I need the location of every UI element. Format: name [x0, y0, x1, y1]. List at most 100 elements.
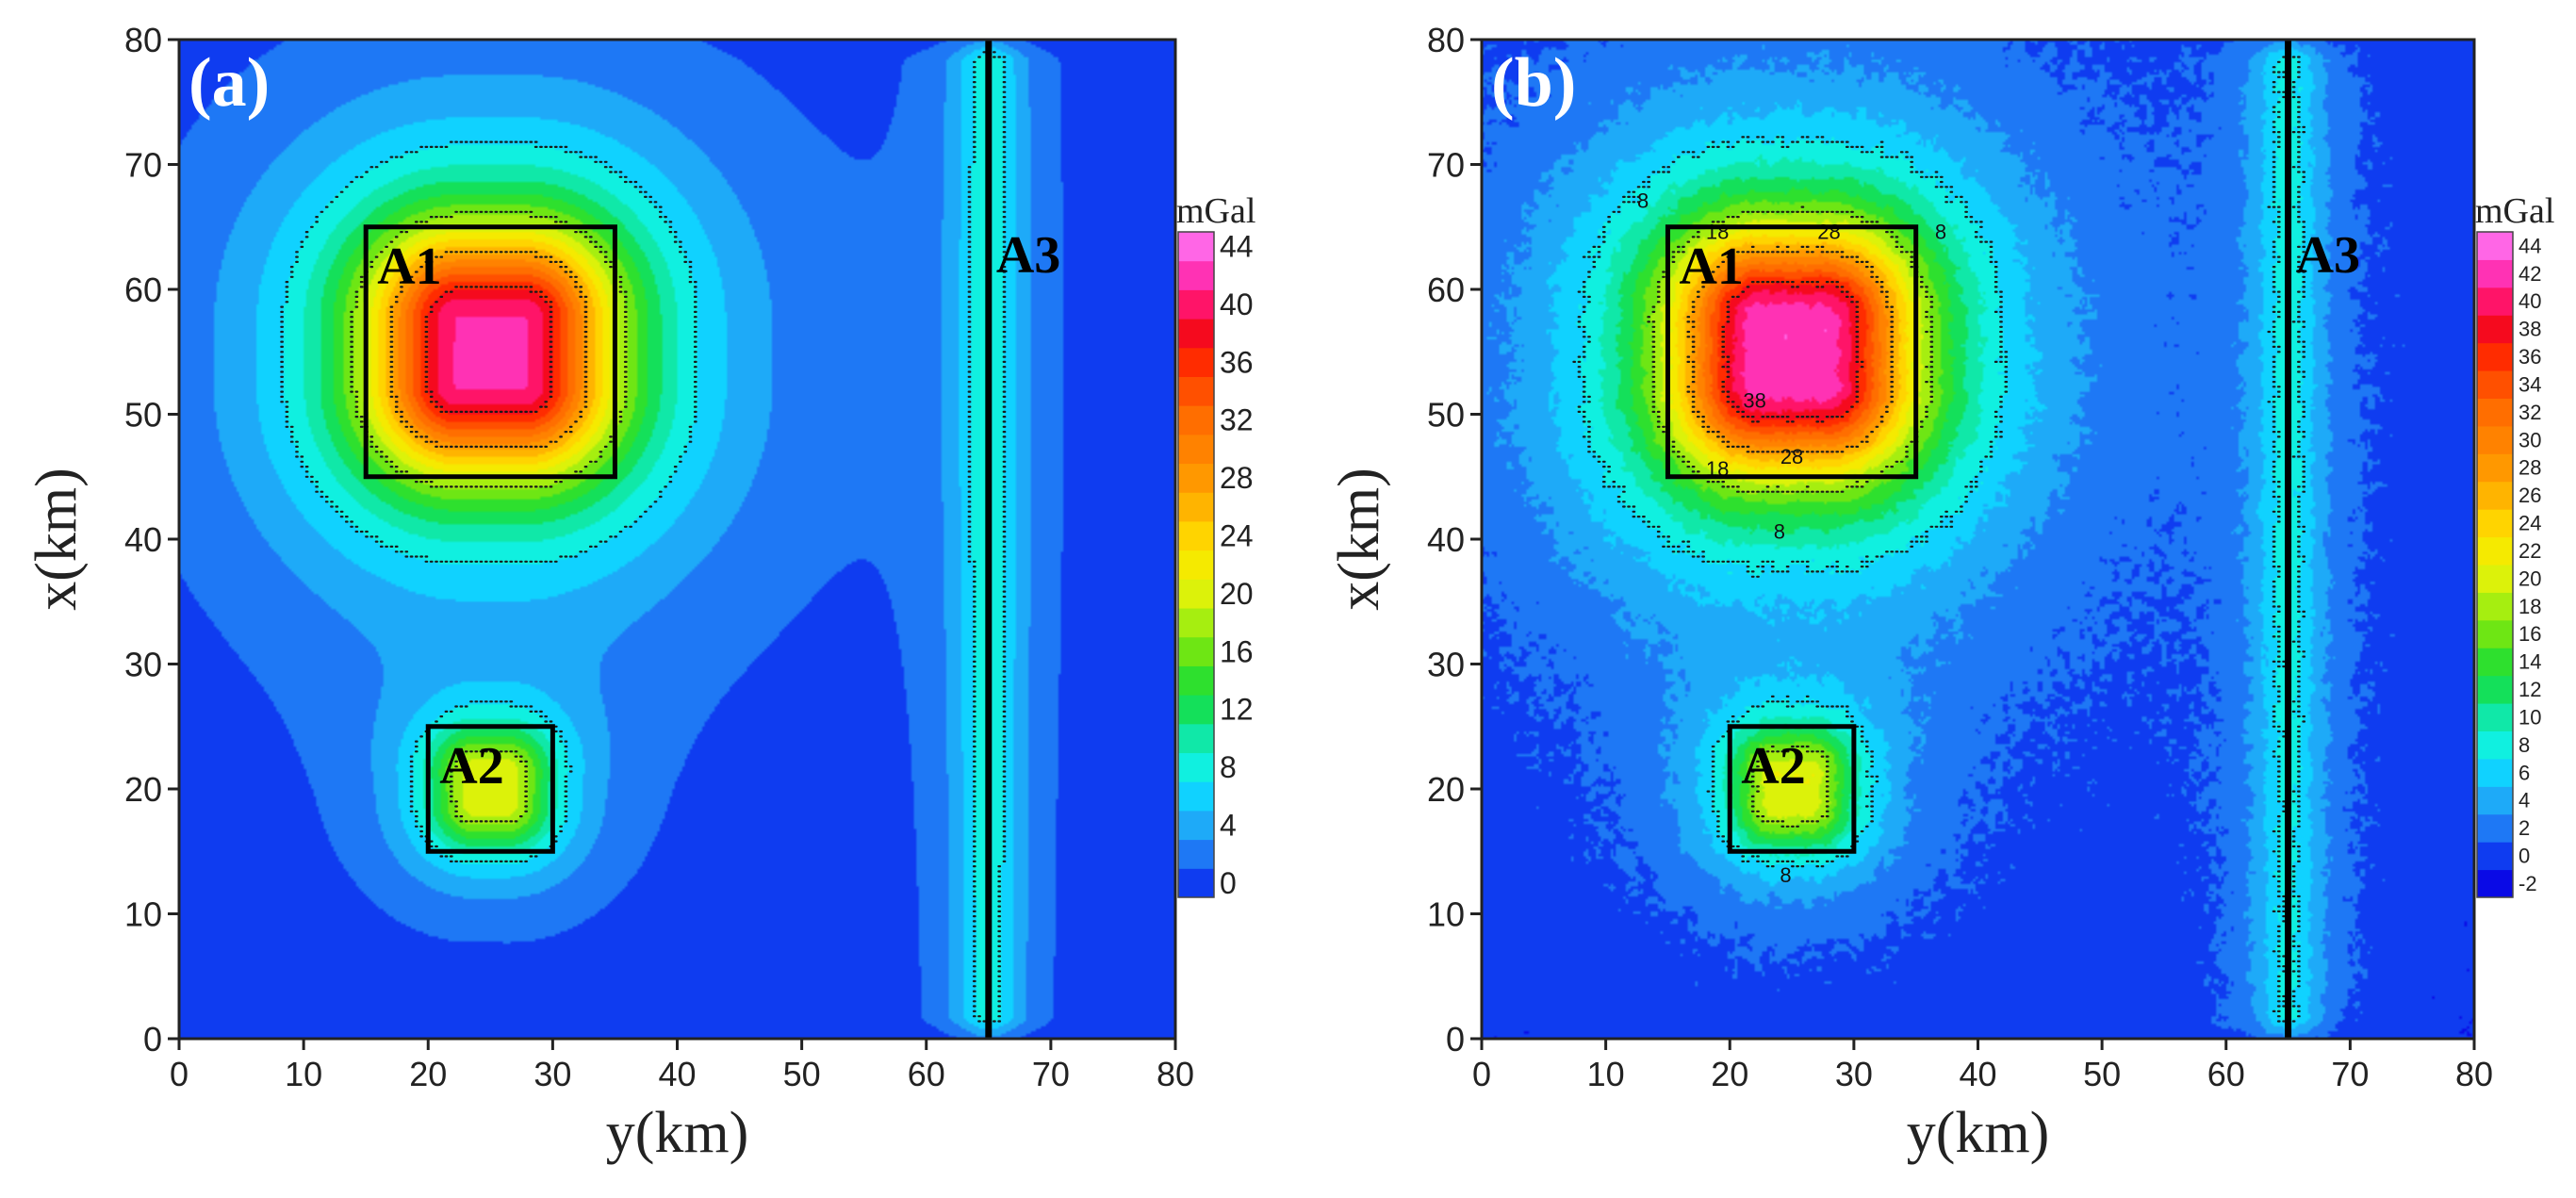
colorbar-label: 34 [2519, 372, 2541, 396]
colorbar-band [1178, 723, 1214, 754]
contour-label: 8 [1637, 189, 1649, 212]
y-tick-label: 70 [124, 146, 162, 185]
x-tick-label: 10 [1587, 1055, 1625, 1093]
colorbar-band [1178, 695, 1214, 725]
colorbar-label: 42 [2519, 262, 2541, 286]
colorbar-label: 36 [2519, 345, 2541, 369]
x-tick-label: 70 [1032, 1055, 1070, 1093]
x-tick-label: 80 [2455, 1055, 2493, 1093]
x-axis-title: y(km) [1907, 1101, 2050, 1165]
colorbar-frame [1177, 231, 1215, 898]
colorbar-band [2477, 730, 2513, 760]
source-label-a3: A3 [996, 226, 1060, 285]
colorbar-label: 38 [2519, 318, 2541, 341]
y-axis-title: x(km) [25, 468, 89, 611]
y-tick-label: 0 [1446, 1020, 1465, 1059]
colorbar-label: 4 [2519, 789, 2530, 812]
x-tick-label: 10 [285, 1055, 322, 1093]
colorbar-label: 28 [1220, 461, 1254, 495]
x-tick-label: 30 [1835, 1055, 1873, 1093]
colorbar-band [2477, 565, 2513, 593]
colorbar-label: 24 [1220, 519, 1254, 553]
colorbar-label: 26 [2519, 484, 2541, 507]
colorbar-label: 32 [1220, 403, 1254, 437]
colorbar-band [1178, 550, 1214, 580]
colorbar-label: 28 [2519, 456, 2541, 480]
colorbar-label: 40 [2519, 289, 2541, 313]
source-outline-a2 [1727, 724, 1857, 854]
x-tick-label: 50 [783, 1055, 821, 1093]
y-tick-label: 70 [1427, 146, 1465, 185]
y-tick-label: 80 [1427, 21, 1465, 59]
source-label-a2: A2 [1741, 737, 1805, 796]
x-tick-label: 20 [409, 1055, 447, 1093]
colorbar-band [1178, 289, 1214, 320]
y-axis-title: x(km) [1327, 468, 1391, 611]
colorbar-band [1178, 608, 1214, 638]
colorbar-band [2477, 509, 2513, 538]
colorbar-band [1178, 839, 1214, 869]
colorbar-band [1178, 810, 1214, 841]
contour-lines [280, 51, 1007, 1023]
colorbar-band [1178, 405, 1214, 435]
colorbar-band [2477, 869, 2513, 898]
x-axis-title: y(km) [606, 1101, 749, 1165]
colorbar-band [2477, 648, 2513, 677]
colorbar-band [2477, 786, 2513, 815]
colorbar-band [1178, 434, 1214, 465]
y-tick-label: 40 [1427, 520, 1465, 559]
contour-label: 8 [1935, 220, 1946, 243]
gravity-anomaly-field [1482, 40, 2474, 1039]
x-tick-label: 70 [2331, 1055, 2369, 1093]
gravity-anomaly-field [179, 40, 1175, 1039]
contour-label: 8 [1780, 863, 1791, 887]
y-tick-label: 10 [124, 895, 162, 934]
colorbar-label: 4 [1220, 808, 1237, 842]
colorbar-label: 24 [2519, 512, 2541, 535]
contour-label: 8 [1774, 519, 1785, 543]
source-label-a1: A1 [1679, 238, 1743, 296]
y-tick-label: 50 [124, 396, 162, 435]
colorbar-label: 12 [2519, 678, 2541, 701]
colorbar-band [1178, 260, 1214, 290]
colorbar-label: 0 [1220, 866, 1237, 900]
colorbar-label: 8 [2519, 733, 2530, 757]
colorbar-band [2477, 592, 2513, 621]
colorbar-label: 6 [2519, 761, 2530, 784]
x-tick-label: 20 [1711, 1055, 1748, 1093]
contour-lines [1572, 56, 2306, 1023]
colorbar-unit: mGal [1176, 191, 1255, 231]
y-tick-label: 40 [124, 520, 162, 559]
colorbar-band [2477, 287, 2513, 316]
panel-label: (a) [189, 44, 270, 122]
colorbar-label: 20 [1220, 577, 1254, 611]
colorbar-label: 44 [2519, 234, 2541, 257]
colorbar-band [2477, 342, 2513, 371]
colorbar-band [2477, 370, 2513, 399]
colorbar-band [1178, 520, 1214, 551]
colorbar-label: 12 [1220, 693, 1254, 727]
contour-label: 38 [1743, 388, 1765, 412]
colorbar-band [2477, 619, 2513, 648]
colorbar-band [2477, 398, 2513, 427]
colorbar: -202468101214161820222426283032343638404… [2475, 191, 2554, 898]
colorbar-label: 32 [2519, 401, 2541, 424]
colorbar-band [2477, 675, 2513, 704]
colorbar-band [2477, 315, 2513, 344]
colorbar-label: 18 [2519, 595, 2541, 618]
colorbar-band [2477, 703, 2513, 731]
x-tick-label: 60 [908, 1055, 945, 1093]
colorbar-band [1178, 781, 1214, 812]
colorbar-label: 30 [2519, 428, 2541, 451]
colorbar-band [2477, 425, 2513, 454]
colorbar-label: -2 [2519, 872, 2537, 895]
colorbar-band [1178, 579, 1214, 609]
colorbar-band [2477, 758, 2513, 787]
colorbar-band [1178, 347, 1214, 377]
x-tick-label: 30 [533, 1055, 571, 1093]
colorbar-frame [2476, 231, 2514, 898]
source-label-a3: A3 [2296, 226, 2360, 285]
colorbar-label: 2 [2519, 816, 2530, 840]
